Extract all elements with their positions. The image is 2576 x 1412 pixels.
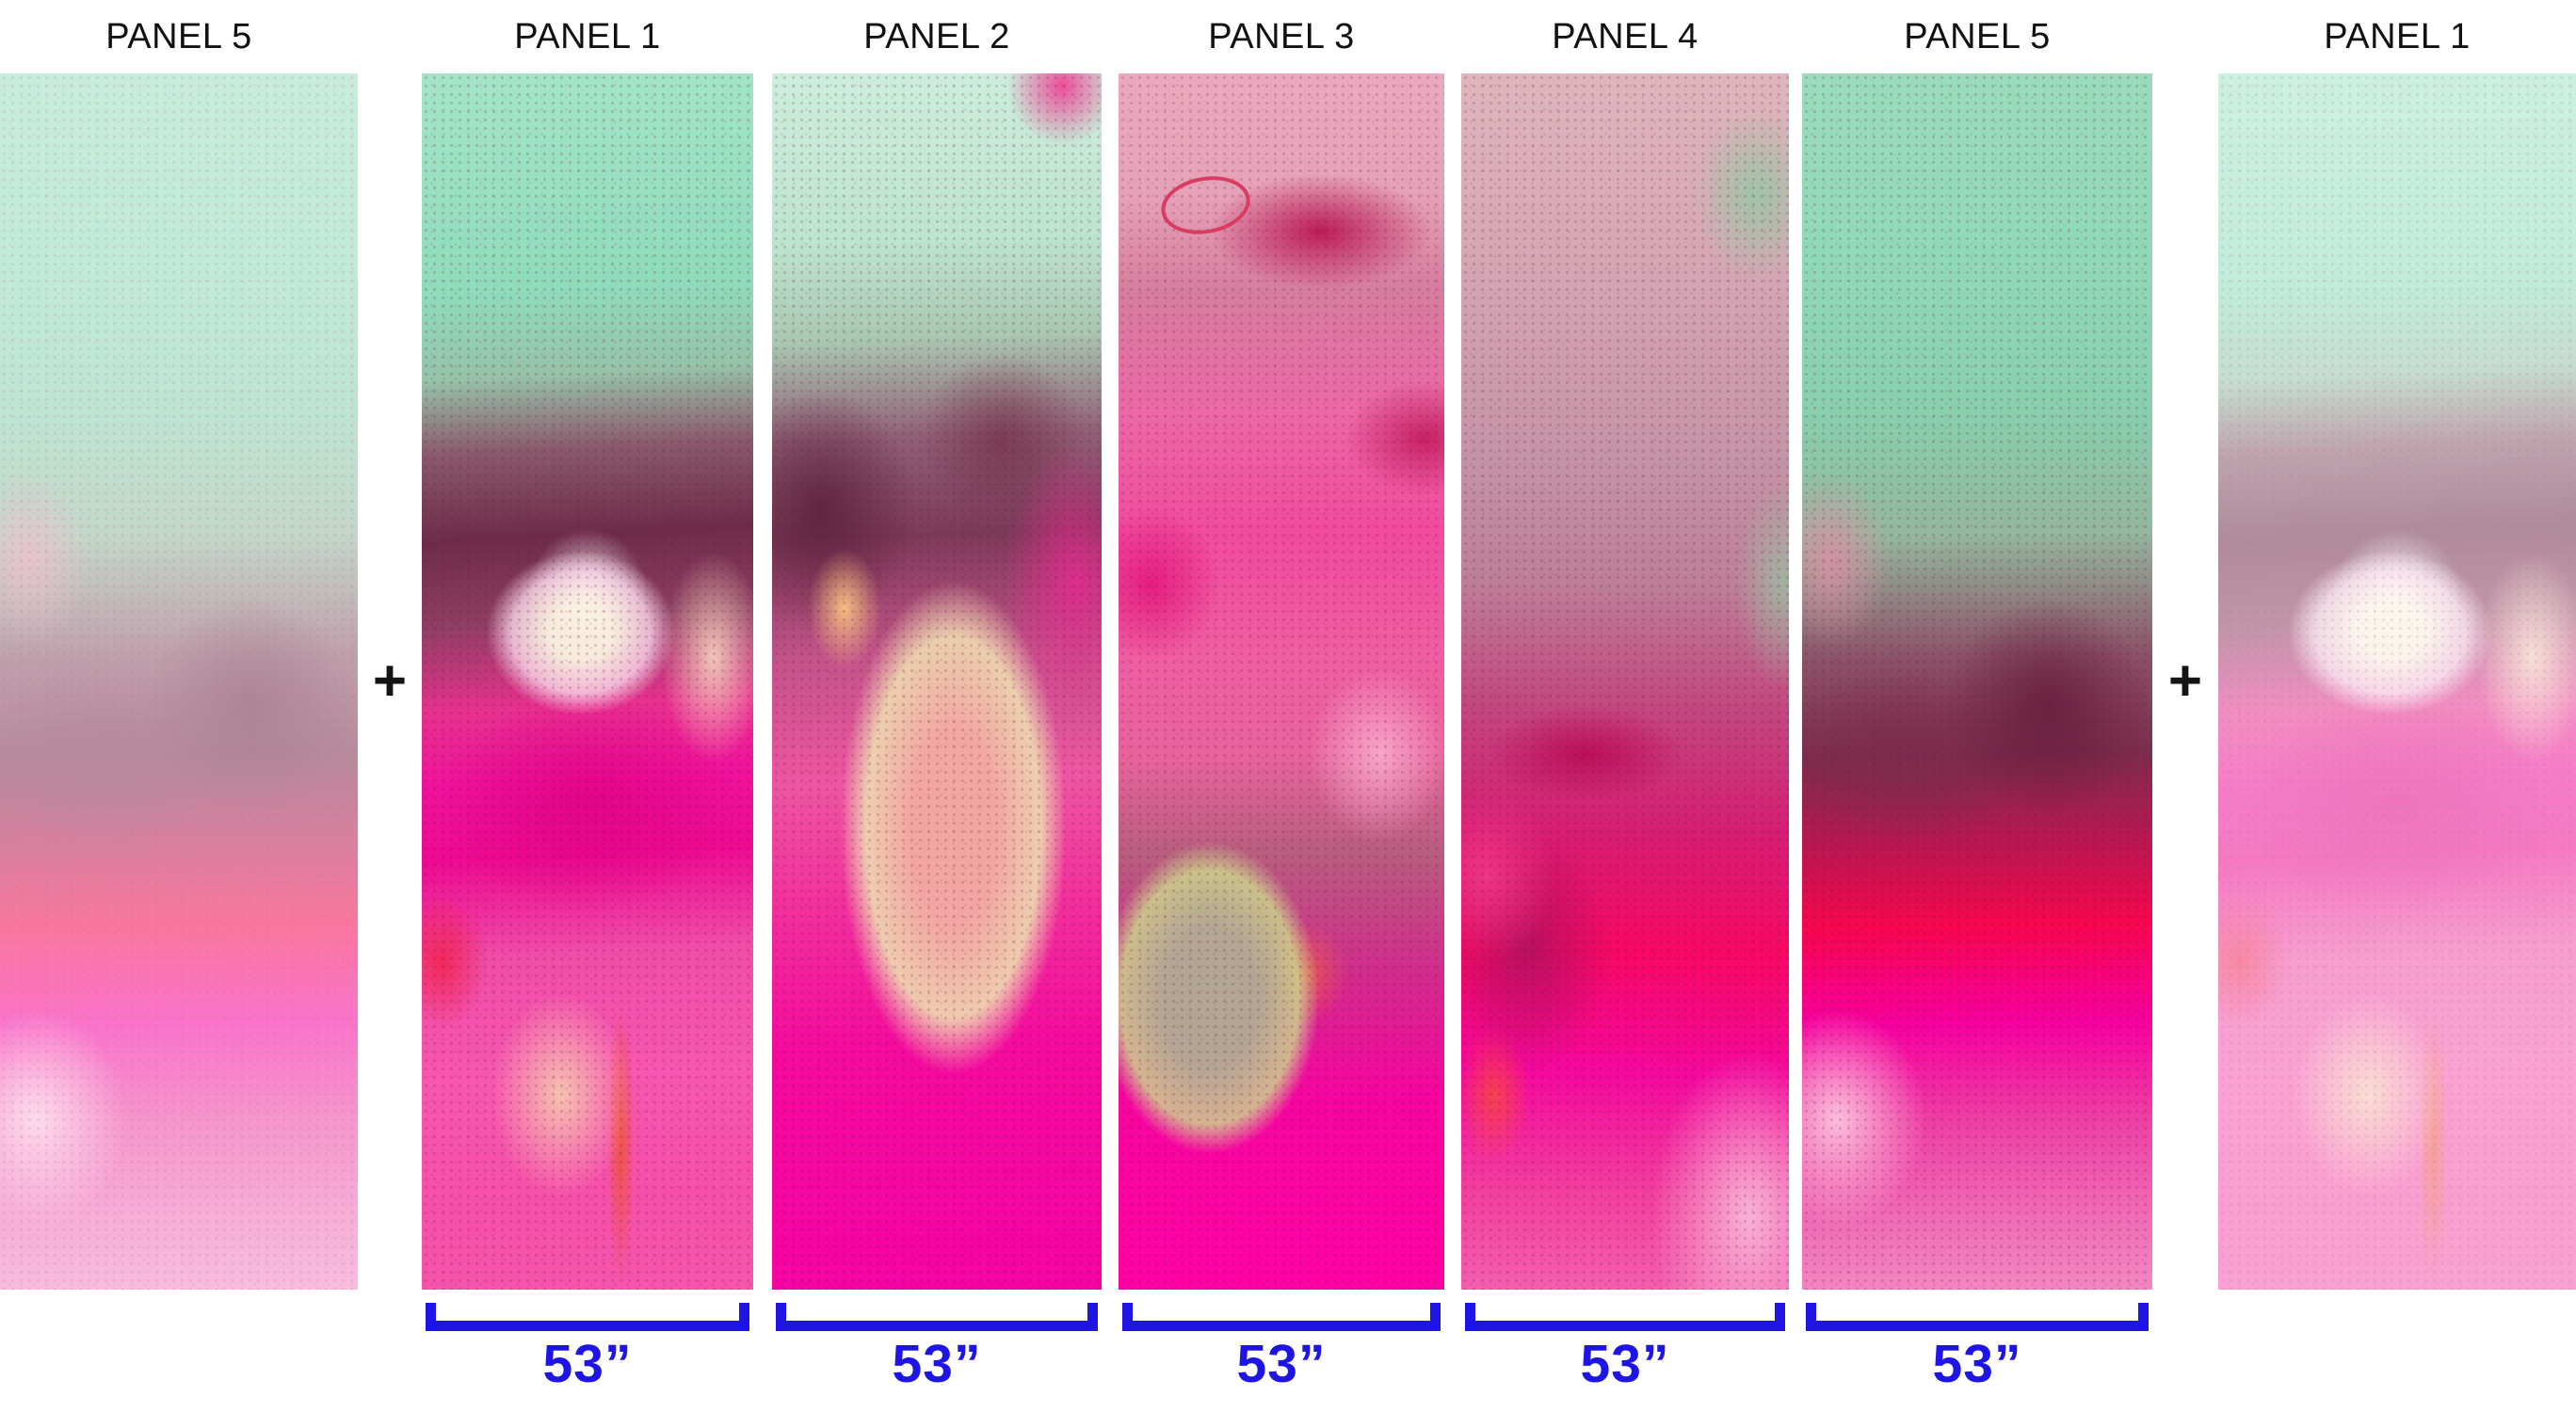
dimension-bracket	[426, 1303, 749, 1331]
panel-label: PANEL 1	[514, 16, 661, 56]
dimension-bracket	[1465, 1303, 1785, 1331]
panel-column-6: PANEL 5	[1802, 0, 2152, 1290]
dimension-label: 53”	[542, 1334, 633, 1394]
panel-label: PANEL 4	[1552, 16, 1699, 56]
panel-label: PANEL 5	[1904, 16, 2051, 56]
panel-artwork-2	[772, 73, 1102, 1290]
dimension-label: 53”	[1236, 1334, 1327, 1394]
panel-artwork-1-repeat	[2218, 73, 2576, 1290]
panel-column-4: PANEL 3	[1119, 0, 1444, 1290]
dimension-bracket	[776, 1303, 1098, 1331]
panel-label: PANEL 5	[105, 16, 252, 56]
ink-ring-detail	[1156, 169, 1254, 241]
dimension-label: 53”	[1932, 1334, 2022, 1394]
panel-column-3: PANEL 2	[772, 0, 1102, 1290]
panel-label: PANEL 2	[863, 16, 1010, 56]
dimension-label: 53”	[1580, 1334, 1670, 1394]
panel-column-5: PANEL 4	[1461, 0, 1789, 1290]
dimension-bracket	[1122, 1303, 1441, 1331]
dimension-bracket	[1806, 1303, 2149, 1331]
dimension-label: 53”	[892, 1334, 982, 1394]
panel-column-1: PANEL 5	[0, 0, 358, 1290]
plus-sign: +	[372, 649, 408, 714]
panel-column-7: PANEL 1	[2218, 0, 2576, 1290]
panel-column-2: PANEL 1	[422, 0, 753, 1290]
panel-artwork-4	[1461, 73, 1789, 1290]
plus-sign: +	[2167, 649, 2203, 714]
panel-label: PANEL 3	[1208, 16, 1355, 56]
panel-artwork-5-repeat	[0, 73, 358, 1290]
panel-artwork-3	[1119, 73, 1444, 1290]
panel-label: PANEL 1	[2324, 16, 2471, 56]
panel-artwork-5	[1802, 73, 2152, 1290]
panel-artwork-1	[422, 73, 753, 1290]
